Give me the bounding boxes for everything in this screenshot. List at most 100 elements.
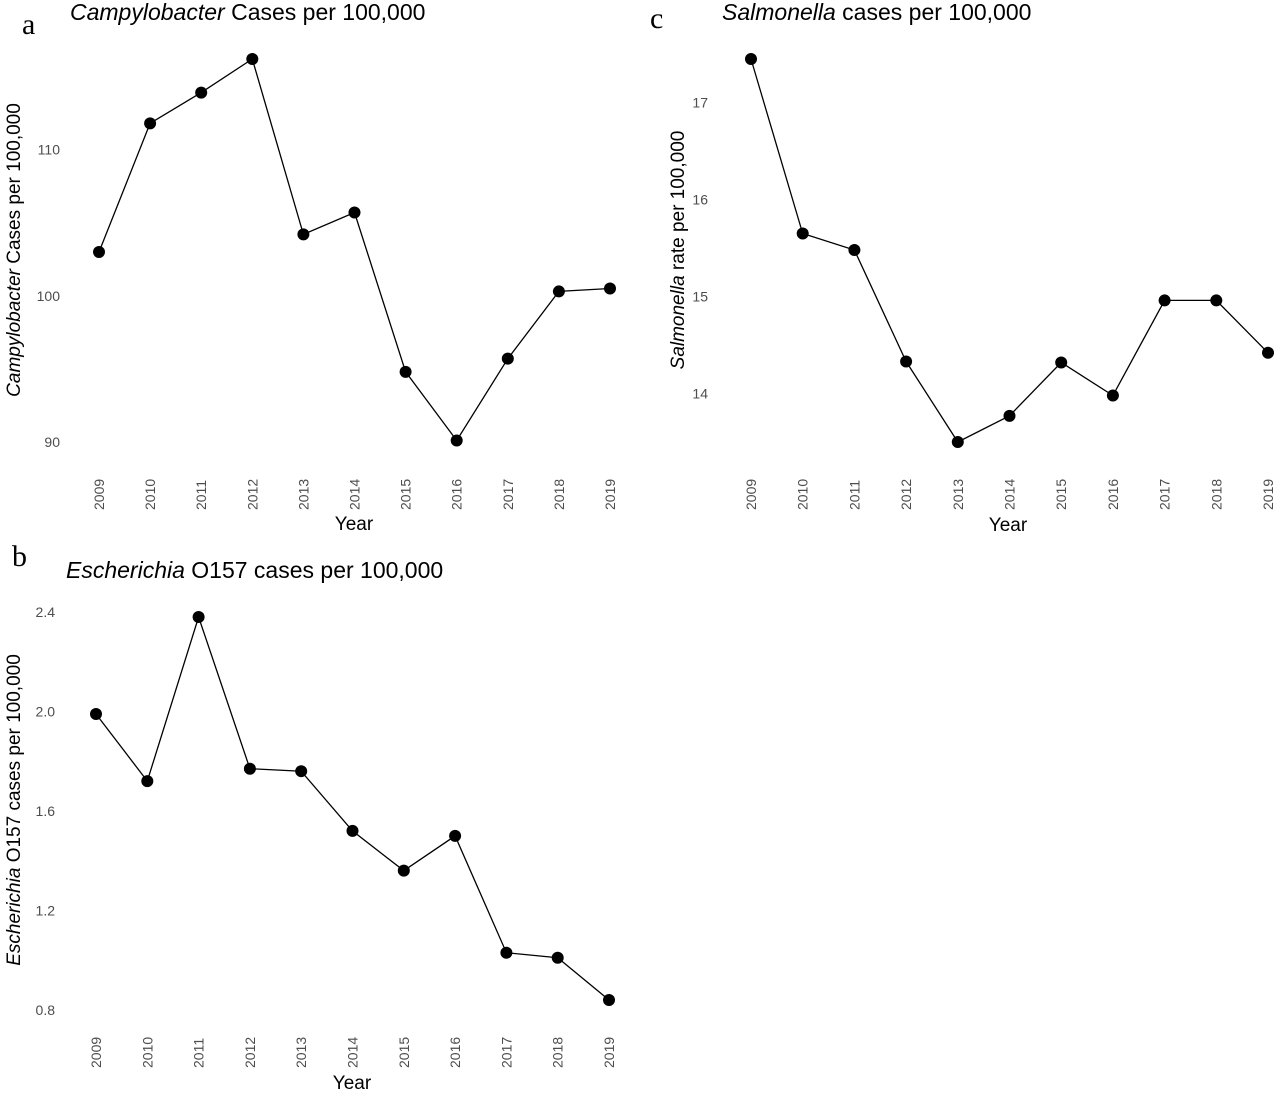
data-point bbox=[192, 611, 205, 623]
y-tick-label: 2.0 bbox=[36, 704, 56, 720]
x-axis-label-a: Year bbox=[335, 514, 374, 535]
panel-letter-a: a bbox=[22, 8, 35, 41]
y-axis-label-a: Campylobacter Cases per 100,000 bbox=[4, 103, 25, 397]
x-tick-label: 2019 bbox=[601, 1037, 617, 1068]
chart-title-a: Campylobacter Cases per 100,000 bbox=[70, 0, 425, 25]
x-tick-label: 2016 bbox=[447, 1037, 463, 1068]
x-tick-label: 2013 bbox=[950, 479, 966, 510]
data-point bbox=[501, 352, 514, 365]
x-tick-label: 2016 bbox=[1105, 479, 1121, 510]
data-point bbox=[900, 355, 913, 368]
data-point bbox=[796, 227, 809, 240]
y-axis-label-a-rest: Cases per 100,000 bbox=[4, 103, 25, 269]
chart-title-b-italic: Escherichia bbox=[66, 557, 185, 583]
panel-b-escherichia: b Escherichia O157 cases per 100,000 Yea… bbox=[4, 540, 617, 1093]
data-point bbox=[346, 824, 359, 837]
x-tick-label: 2014 bbox=[1002, 479, 1018, 510]
data-point bbox=[141, 775, 154, 788]
y-axis-label-b: Escherichia O157 cases per 100,000 bbox=[4, 654, 25, 966]
x-tick-label: 2015 bbox=[398, 479, 414, 510]
y-axis-label-b-italic: Escherichia bbox=[4, 868, 25, 966]
y-ticks-c: 14 15 16 17 bbox=[692, 95, 708, 402]
y-axis-label-b-rest: O157 cases per 100,000 bbox=[4, 654, 25, 867]
y-tick-label: 17 bbox=[692, 95, 708, 111]
x-tick-label: 2013 bbox=[295, 479, 311, 510]
series-a bbox=[93, 53, 616, 447]
x-tick-label: 2019 bbox=[1260, 479, 1276, 510]
x-tick-label: 2010 bbox=[139, 1037, 155, 1068]
data-point bbox=[397, 864, 410, 877]
data-point bbox=[399, 365, 412, 378]
x-tick-label: 2018 bbox=[550, 1037, 566, 1068]
data-point bbox=[450, 434, 463, 447]
y-axis-label-c-italic: Salmonella bbox=[668, 275, 689, 369]
x-tick-label: 2019 bbox=[602, 479, 618, 510]
x-tick-label: 2011 bbox=[191, 1038, 207, 1068]
data-point bbox=[348, 206, 361, 219]
x-tick-label: 2016 bbox=[449, 479, 465, 510]
x-tick-label: 2012 bbox=[898, 479, 914, 510]
x-tick-label: 2011 bbox=[193, 480, 209, 510]
x-tick-label: 2017 bbox=[1157, 479, 1173, 510]
x-tick-label: 2011 bbox=[846, 480, 862, 510]
chart-title-a-rest: Cases per 100,000 bbox=[225, 0, 426, 25]
x-tick-label: 2015 bbox=[1053, 479, 1069, 510]
x-tick-label: 2009 bbox=[743, 479, 759, 510]
data-point bbox=[500, 946, 513, 959]
x-ticks-a: 2009 2010 2011 2012 2013 2014 2015 2016 2017 2018… bbox=[91, 479, 618, 510]
x-axis-label-c: Year bbox=[989, 515, 1028, 536]
x-tick-label: 2012 bbox=[244, 479, 260, 510]
y-tick-label: 90 bbox=[44, 434, 60, 450]
panel-c-salmonella: c Salmonella cases per 100,000 Year Salm… bbox=[650, 0, 1276, 536]
data-point bbox=[144, 117, 157, 130]
data-point bbox=[297, 228, 310, 241]
y-tick-label: 14 bbox=[692, 386, 708, 402]
y-tick-label: 1.6 bbox=[36, 803, 56, 819]
data-point bbox=[603, 994, 615, 1006]
x-tick-label: 2017 bbox=[500, 479, 516, 510]
data-point bbox=[1158, 294, 1171, 307]
y-ticks-a: 90 100 110 bbox=[37, 142, 61, 450]
x-tick-label: 2010 bbox=[795, 479, 811, 510]
x-ticks-b: 2009 2010 2011 2012 2013 2014 2015 2016 2017 2018… bbox=[88, 1037, 617, 1068]
data-point bbox=[295, 765, 308, 778]
chart-title-b-rest: O157 cases per 100,000 bbox=[185, 557, 443, 583]
data-point bbox=[243, 762, 256, 775]
data-point bbox=[90, 707, 102, 720]
y-tick-label: 100 bbox=[37, 288, 61, 304]
data-point bbox=[745, 53, 757, 65]
y-tick-label: 1.2 bbox=[36, 902, 56, 918]
chart-title-a-italic: Campylobacter bbox=[70, 0, 226, 25]
x-tick-label: 2014 bbox=[347, 479, 363, 510]
y-tick-label: 2.4 bbox=[36, 604, 56, 620]
data-point bbox=[848, 244, 861, 257]
x-tick-label: 2009 bbox=[91, 479, 107, 510]
y-tick-label: 110 bbox=[38, 142, 61, 158]
x-tick-label: 2012 bbox=[242, 1037, 258, 1068]
panel-letter-c: c bbox=[650, 2, 663, 35]
data-point bbox=[552, 285, 565, 298]
series-line bbox=[98, 57, 611, 442]
y-axis-label-c-rest: rate per 100,000 bbox=[668, 131, 689, 276]
y-tick-label: 15 bbox=[692, 289, 708, 305]
x-tick-label: 2015 bbox=[396, 1037, 412, 1068]
series-c bbox=[745, 53, 1274, 448]
series-line bbox=[750, 58, 1269, 443]
y-tick-label: 0.8 bbox=[36, 1002, 56, 1018]
data-point bbox=[1003, 409, 1016, 422]
data-point bbox=[551, 951, 564, 964]
x-axis-label-b: Year bbox=[333, 1073, 372, 1093]
data-point bbox=[449, 829, 462, 842]
x-tick-label: 2010 bbox=[142, 479, 158, 510]
x-tick-label: 2018 bbox=[1208, 479, 1224, 510]
chart-title-c: Salmonella cases per 100,000 bbox=[722, 0, 1031, 25]
chart-title-c-rest: cases per 100,000 bbox=[836, 0, 1032, 25]
data-point bbox=[1262, 346, 1274, 359]
y-tick-label: 16 bbox=[692, 192, 708, 208]
y-axis-label-c: Salmonella rate per 100,000 bbox=[668, 131, 689, 370]
x-tick-label: 2017 bbox=[498, 1037, 514, 1068]
x-tick-label: 2018 bbox=[551, 479, 567, 510]
data-point bbox=[195, 86, 208, 99]
data-point bbox=[951, 436, 964, 448]
